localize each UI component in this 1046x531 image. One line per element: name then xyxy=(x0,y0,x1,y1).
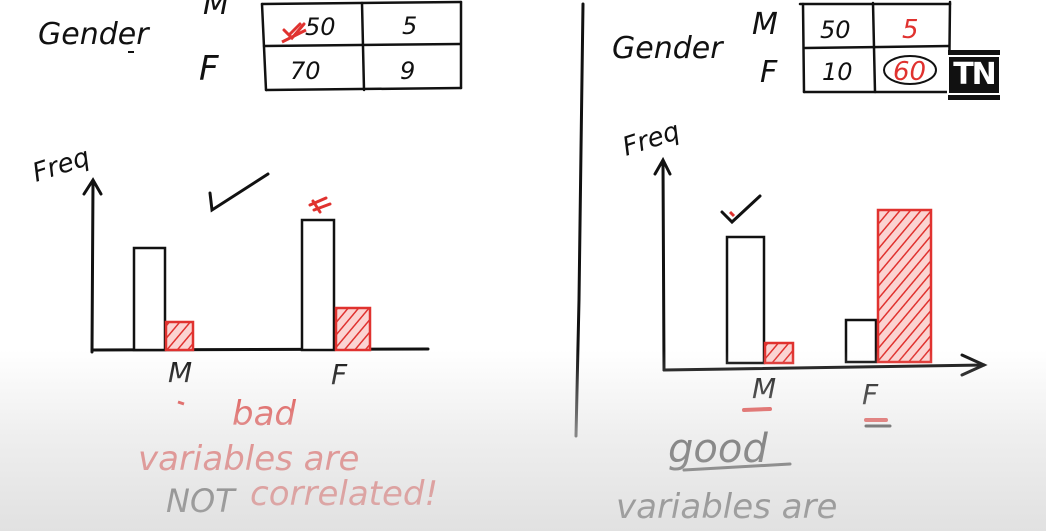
left-contingency-table xyxy=(260,0,463,92)
left-x-label-m: M xyxy=(168,356,192,389)
left-bars xyxy=(132,218,372,352)
right-bar-f-minority xyxy=(844,318,878,364)
right-checkmark xyxy=(720,194,762,225)
right-gender-label: Gender xyxy=(612,31,724,66)
left-f-marker xyxy=(308,196,332,214)
right-bar-f-majority xyxy=(876,208,933,364)
left-caption-bad: bad xyxy=(232,394,296,434)
right-panel: Gender M F 50 5 10 60 Freq xyxy=(612,0,988,527)
panel-divider xyxy=(574,2,585,438)
right-caption-variables: variables are xyxy=(616,487,837,527)
left-cell-f-2: 9 xyxy=(400,57,415,85)
right-row-label-f: F xyxy=(760,55,778,90)
left-gender-label: Gender xyxy=(38,17,150,52)
right-cell-f-1: 10 xyxy=(822,58,853,86)
right-bars xyxy=(725,208,933,365)
left-cell-m-2: 5 xyxy=(402,12,417,40)
right-cell-m-2: 5 xyxy=(902,15,919,45)
left-cell-m-1: 50 xyxy=(305,13,336,41)
left-row-label-f: F xyxy=(199,49,219,89)
left-bar-m-majority xyxy=(132,246,167,352)
left-checkmark xyxy=(208,172,270,213)
right-row-label-m: M xyxy=(752,7,778,42)
channel-logo-text: TN xyxy=(947,55,1001,95)
right-bar-m-majority xyxy=(725,235,766,365)
left-bar-f-majority xyxy=(300,218,336,352)
right-cell-m-1: 50 xyxy=(820,16,851,44)
left-row-label-m: M xyxy=(203,0,229,22)
right-chart-axes xyxy=(653,156,988,377)
left-y-axis-label: Freq xyxy=(29,142,94,189)
right-m-underline xyxy=(742,407,772,412)
right-x-label-f: F xyxy=(862,378,879,411)
left-bar-m-minority xyxy=(164,320,195,352)
left-x-label-f: F xyxy=(331,358,348,391)
right-y-axis-label: Freq xyxy=(619,116,684,163)
right-x-label-m: M xyxy=(752,372,776,405)
left-bar-f-minority xyxy=(334,306,372,352)
left-cell-f-1: 70 xyxy=(290,57,321,85)
left-panel: Gender M F 50 5 70 9 Freq xyxy=(29,0,463,520)
left-caption-variables: variables are xyxy=(138,439,359,479)
left-caption-correlated: correlated! xyxy=(250,474,438,514)
channel-logo: TN xyxy=(947,50,1001,100)
left-caption-not: NOT xyxy=(166,482,237,520)
right-bar-m-minority xyxy=(763,341,795,365)
